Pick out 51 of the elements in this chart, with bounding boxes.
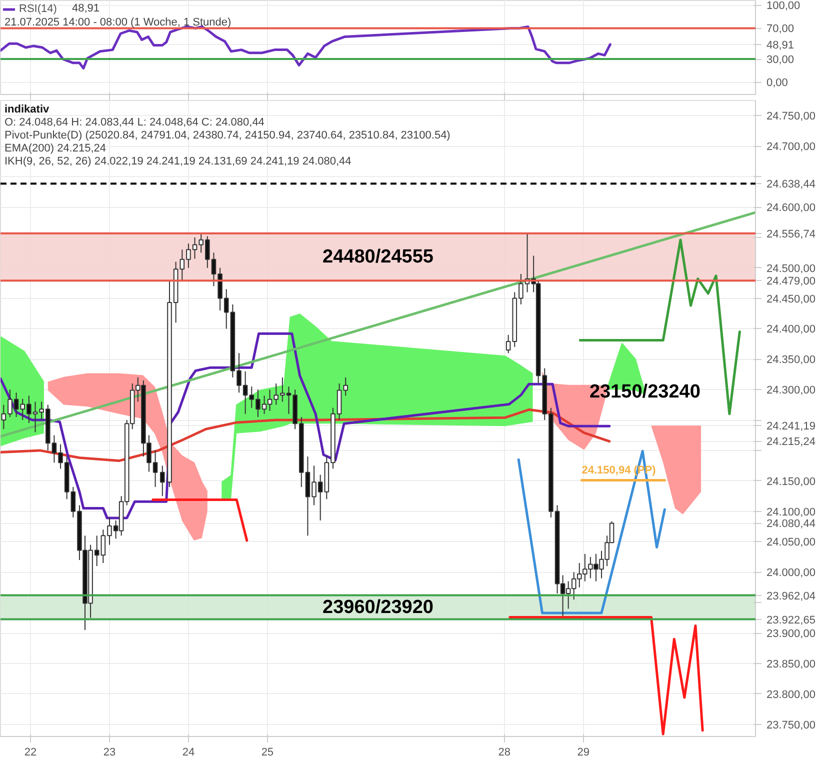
annotation: IKH(9, 26, 52, 26) 24.022,19 24.241,19 24.131,69 24.241,19 24.080,44	[4, 156, 352, 168]
annotation: 48,91	[72, 2, 100, 14]
x-tick-label: 24	[182, 746, 195, 758]
y-tick-label: 24.080,44	[766, 518, 816, 530]
y-tick-label: 23.850,00	[766, 658, 816, 670]
y-tick-label: 24.700,00	[766, 141, 816, 154]
annotation: EMA(200) 24.215,24	[4, 142, 106, 154]
y-tick-label: 23.800,00	[766, 688, 816, 701]
y-tick-label: 0,00	[766, 77, 788, 90]
legend-label: RSI(14)	[19, 3, 57, 15]
y-tick-label: 100,00	[766, 0, 800, 12]
candlestick	[160, 465, 165, 497]
x-tick-label: 28	[498, 746, 510, 758]
ref-line-label: 23.962,04	[766, 590, 816, 602]
ref-line-label: 24.479,00	[766, 276, 816, 288]
y-tick-label: 23.750,00	[766, 719, 816, 732]
line-series	[517, 450, 666, 614]
annotation: 21.07.2025 14:00 - 08:00 (1 Woche, 1 Stunde)	[4, 16, 232, 28]
annotation: O: 24.048,64 H: 24.083,44 L: 24.048,64 C: 24.080,44	[4, 116, 264, 128]
y-tick-label: 24.100,00	[766, 506, 816, 518]
annotation: Pivot-Punkte(D) (25020.84, 24791.04, 24380.74, 24150.94, 23740.64, 23510.84, 23100.54)	[4, 130, 450, 142]
y-tick-label: 48,91	[766, 39, 794, 52]
x-tick-label: 23	[103, 746, 116, 758]
ref-line-label: 30,00	[766, 54, 794, 66]
band-label: 24480/24555	[322, 246, 434, 268]
y-tick-label: 24.050,00	[766, 536, 816, 549]
y-tick-label: 24.300,00	[766, 384, 816, 397]
y-tick-label: 24.400,00	[766, 324, 816, 336]
ref-line-label: 24.556,74	[766, 228, 816, 240]
candlestick	[152, 450, 158, 488]
ref-line-label: 24.638,44	[766, 178, 816, 191]
y-tick-label: 24.215,24	[766, 436, 816, 448]
x-tick-label: 22	[24, 746, 37, 758]
y-tick-label: 23.900,00	[766, 628, 816, 640]
y-tick-label: 24.241,19	[766, 420, 816, 432]
line-series	[578, 238, 741, 416]
y-tick-label: 24.350,00	[766, 354, 816, 366]
x-tick-label: 25	[261, 746, 274, 758]
y-tick-label: 24.000,00	[766, 567, 816, 580]
x-tick-label: 29	[577, 746, 590, 758]
annotation: 23150/23240	[589, 382, 700, 403]
line-series	[508, 616, 704, 736]
ref-line-label: 23.922,65	[766, 614, 816, 626]
band-label: 23960/23920	[322, 596, 434, 618]
y-tick-label: 24.500,00	[766, 262, 816, 275]
y-tick-label: 24.600,00	[766, 202, 816, 214]
y-tick-label: 24.150,00	[766, 476, 816, 488]
ref-line-label: 70,00	[766, 23, 794, 36]
y-tick-label: 24.450,00	[766, 293, 816, 306]
y-tick-label: 24.750,00	[766, 110, 816, 123]
annotation: indikativ	[4, 104, 50, 116]
